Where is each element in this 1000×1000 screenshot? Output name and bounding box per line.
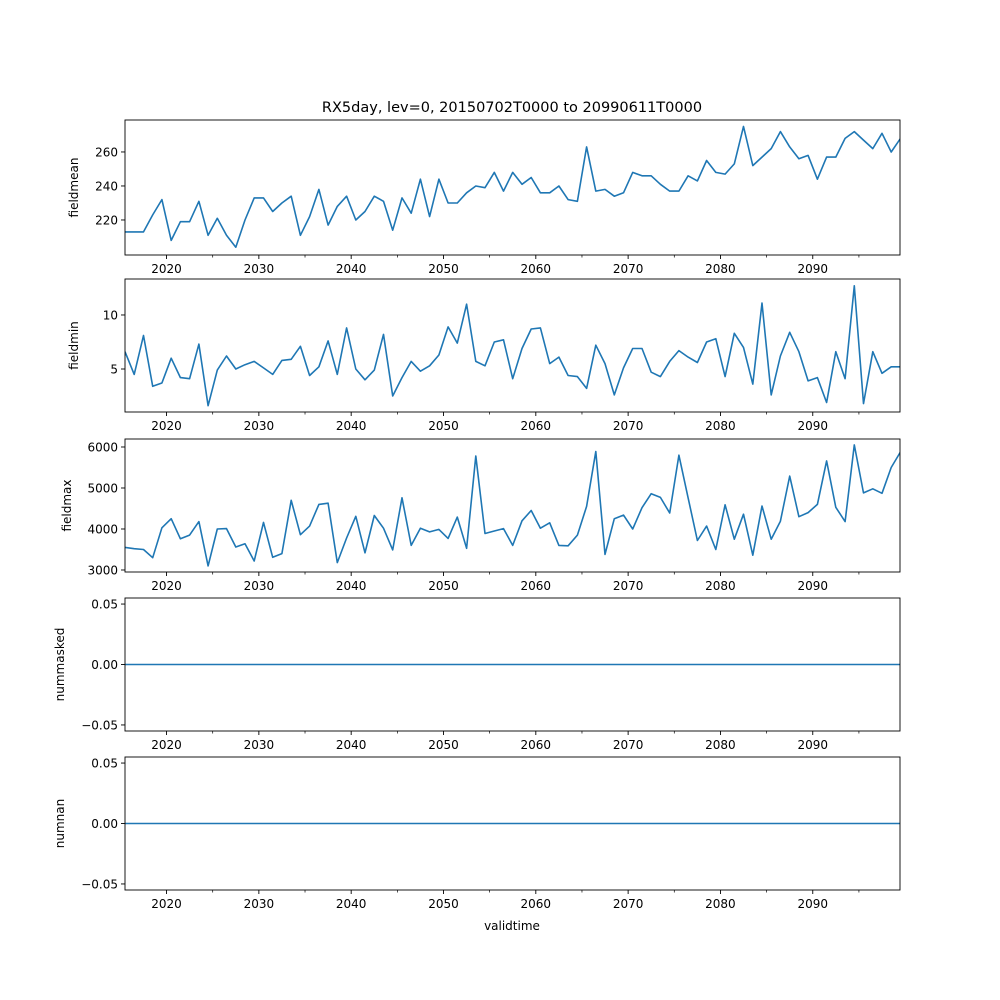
subplot-nummasked: −0.05 0.00 0.05 2020 2030 2040 2050 2060 2070 208… — [53, 598, 901, 752]
x-tick-label: 2080 — [705, 262, 736, 276]
x-tick-label: 2050 — [428, 262, 459, 276]
y-tick-label: −0.05 — [81, 718, 118, 732]
x-tick-label: 2070 — [613, 419, 644, 433]
series-line-fieldmin — [125, 284, 900, 407]
y-axis-label: fieldmin — [67, 321, 81, 370]
x-tick-label: 2020 — [151, 579, 182, 593]
x-tick-label: 2070 — [613, 738, 644, 752]
y-tick-label: 260 — [95, 145, 118, 159]
x-tick-label: 2060 — [521, 738, 552, 752]
y-tick-label: 0.00 — [91, 658, 118, 672]
x-tick-label: 2070 — [613, 262, 644, 276]
x-tick-label: 2060 — [521, 419, 552, 433]
y-tick-label: 0.00 — [91, 817, 118, 831]
y-axis-label: numnan — [53, 799, 67, 848]
series-line-fieldmax — [125, 444, 900, 567]
x-tick-label: 2020 — [151, 262, 182, 276]
y-tick-label: 240 — [95, 179, 118, 193]
axes-frame — [124, 278, 901, 413]
y-tick-label: 5 — [110, 362, 118, 376]
x-tick-label: 2030 — [244, 897, 275, 911]
y-axis-label: nummasked — [53, 628, 67, 702]
y-tick-label: 0.05 — [91, 598, 118, 612]
x-tick-label: 2050 — [428, 738, 459, 752]
x-tick-label: 2040 — [336, 579, 367, 593]
x-tick-label: 2080 — [705, 419, 736, 433]
y-tick-label: 3000 — [87, 563, 118, 577]
x-tick-label: 2030 — [244, 262, 275, 276]
axes-frame — [124, 119, 901, 256]
x-tick-label: 2020 — [151, 419, 182, 433]
subplot-fieldmax: 3000 4000 5000 6000 2020 2030 2040 2050 2060 2070… — [60, 438, 901, 593]
series-line-fieldmean — [125, 125, 900, 248]
x-tick-label: 2080 — [705, 738, 736, 752]
y-tick-label: 4000 — [87, 522, 118, 536]
x-tick-label: 2090 — [797, 897, 828, 911]
y-tick-label: −0.05 — [81, 877, 118, 891]
x-tick-label: 2080 — [705, 579, 736, 593]
x-tick-label: 2090 — [797, 738, 828, 752]
subplot-numnan: −0.05 0.00 0.05 2020 2030 2040 2050 2060 2070 208… — [53, 757, 901, 911]
x-tick-label: 2070 — [613, 579, 644, 593]
x-tick-label: 2060 — [521, 579, 552, 593]
subplot-fieldmin: 5 10 2020 2030 2040 2050 2060 2070 2080 2090 field… — [67, 278, 901, 433]
y-tick-label: 220 — [95, 213, 118, 227]
x-tick-label: 2020 — [151, 897, 182, 911]
x-tick-label: 2050 — [428, 897, 459, 911]
x-tick-label: 2050 — [428, 419, 459, 433]
subplot-fieldmean: 220 240 260 2020 2030 2040 2050 2060 2070 2080 209… — [67, 119, 901, 276]
chart-title: RX5day, lev=0, 20150702T0000 to 20990611… — [322, 100, 702, 116]
x-axis-label: validtime — [484, 919, 540, 933]
x-tick-label: 2020 — [151, 738, 182, 752]
x-tick-label: 2090 — [797, 419, 828, 433]
x-tick-label: 2040 — [336, 738, 367, 752]
y-axis-label: fieldmax — [60, 479, 74, 531]
x-tick-label: 2090 — [797, 579, 828, 593]
x-tick-label: 2070 — [613, 897, 644, 911]
x-tick-label: 2040 — [336, 419, 367, 433]
x-tick-label: 2030 — [244, 579, 275, 593]
y-tick-label: 6000 — [87, 440, 118, 454]
x-tick-label: 2030 — [244, 738, 275, 752]
x-tick-label: 2080 — [705, 897, 736, 911]
x-tick-label: 2060 — [521, 897, 552, 911]
x-tick-label: 2040 — [336, 897, 367, 911]
axes-frame — [124, 438, 901, 573]
x-tick-label: 2040 — [336, 262, 367, 276]
y-axis-label: fieldmean — [67, 158, 81, 218]
y-tick-label: 10 — [103, 308, 118, 322]
x-tick-label: 2030 — [244, 419, 275, 433]
x-tick-label: 2090 — [797, 262, 828, 276]
y-tick-label: 0.05 — [91, 757, 118, 771]
x-tick-label: 2060 — [521, 262, 552, 276]
y-tick-label: 5000 — [87, 481, 118, 495]
x-tick-label: 2050 — [428, 579, 459, 593]
